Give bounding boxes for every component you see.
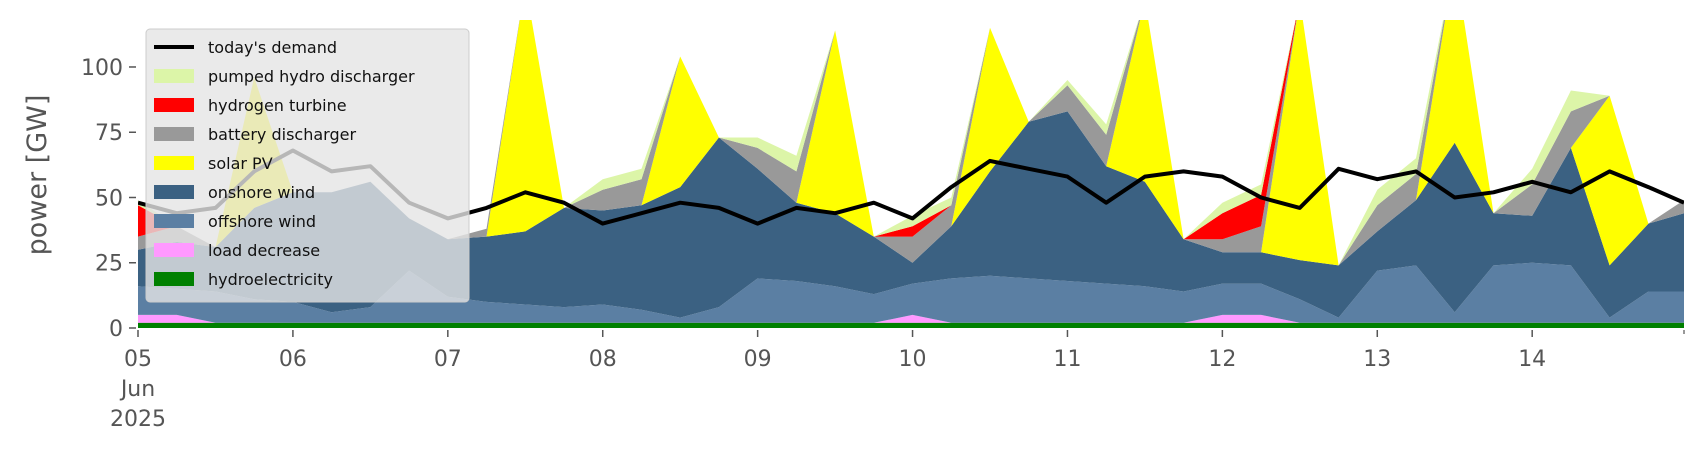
y-tick-label: 0: [109, 317, 123, 342]
area-hydroelectricity: [138, 322, 1684, 328]
y-tick-label: 75: [95, 121, 123, 146]
legend-label-battery-discharger: battery discharger: [208, 125, 356, 144]
y-tick-label: 100: [81, 56, 123, 81]
x-tick-label: 10: [899, 347, 927, 372]
x-tick-label: 12: [1208, 347, 1236, 372]
x-tick-label: 13: [1363, 347, 1391, 372]
legend-label-today-s-demand: today's demand: [208, 38, 337, 57]
legend-label-onshore-wind: onshore wind: [208, 183, 315, 202]
x-tick-label: 05: [124, 347, 152, 372]
area-solar-pv: [138, 20, 1684, 266]
plot-areas: [138, 20, 1684, 328]
x-tick-label: 08: [589, 347, 617, 372]
y-tick-label: 25: [95, 252, 123, 277]
legend-swatch-pumped-hydro-discharger: [154, 69, 194, 83]
legend-label-load-decrease: load decrease: [208, 241, 320, 260]
legend-label-offshore-wind: offshore wind: [208, 212, 316, 231]
y-axis-title: power [GW]: [22, 95, 53, 256]
legend-swatch-battery-discharger: [154, 127, 194, 141]
area-onshore-wind: [138, 111, 1684, 318]
legend-swatch-solar-pv: [154, 156, 194, 170]
area-offshore-wind: [138, 262, 1684, 323]
legend: today's demand pumped hydro discharger hyd…: [145, 28, 470, 303]
x-tick-label: 14: [1518, 347, 1546, 372]
legend-swatch-hydrogen-turbine: [154, 98, 194, 112]
x-tick-sublabel: Jun: [119, 377, 155, 402]
area-load-decrease: [138, 314, 1684, 323]
legend-swatch-onshore-wind: [154, 185, 194, 199]
y-tick-label: 50: [95, 186, 123, 211]
legend-frame: [145, 28, 470, 303]
x-tick-label: 07: [434, 347, 462, 372]
x-tick-label: 09: [744, 347, 772, 372]
x-tick-label: 11: [1053, 347, 1081, 372]
legend-swatch-hydroelectricity: [154, 272, 194, 286]
legend-label-hydroelectricity: hydroelectricity: [208, 270, 333, 289]
legend-label-hydrogen-turbine: hydrogen turbine: [208, 96, 347, 115]
legend-label-pumped-hydro-discharger: pumped hydro discharger: [208, 67, 415, 86]
legend-swatch-offshore-wind: [154, 214, 194, 228]
axes-layer: power [GW] 0 25 50 75 100 05 Jun 2025 06 07 08 09 10…: [22, 56, 1685, 432]
legend-label-solar-pv: solar PV: [208, 154, 273, 173]
legend-swatch-load-decrease: [154, 243, 194, 257]
x-tick-label: 06: [279, 347, 307, 372]
x-tick-sublabel: 2025: [110, 407, 166, 432]
